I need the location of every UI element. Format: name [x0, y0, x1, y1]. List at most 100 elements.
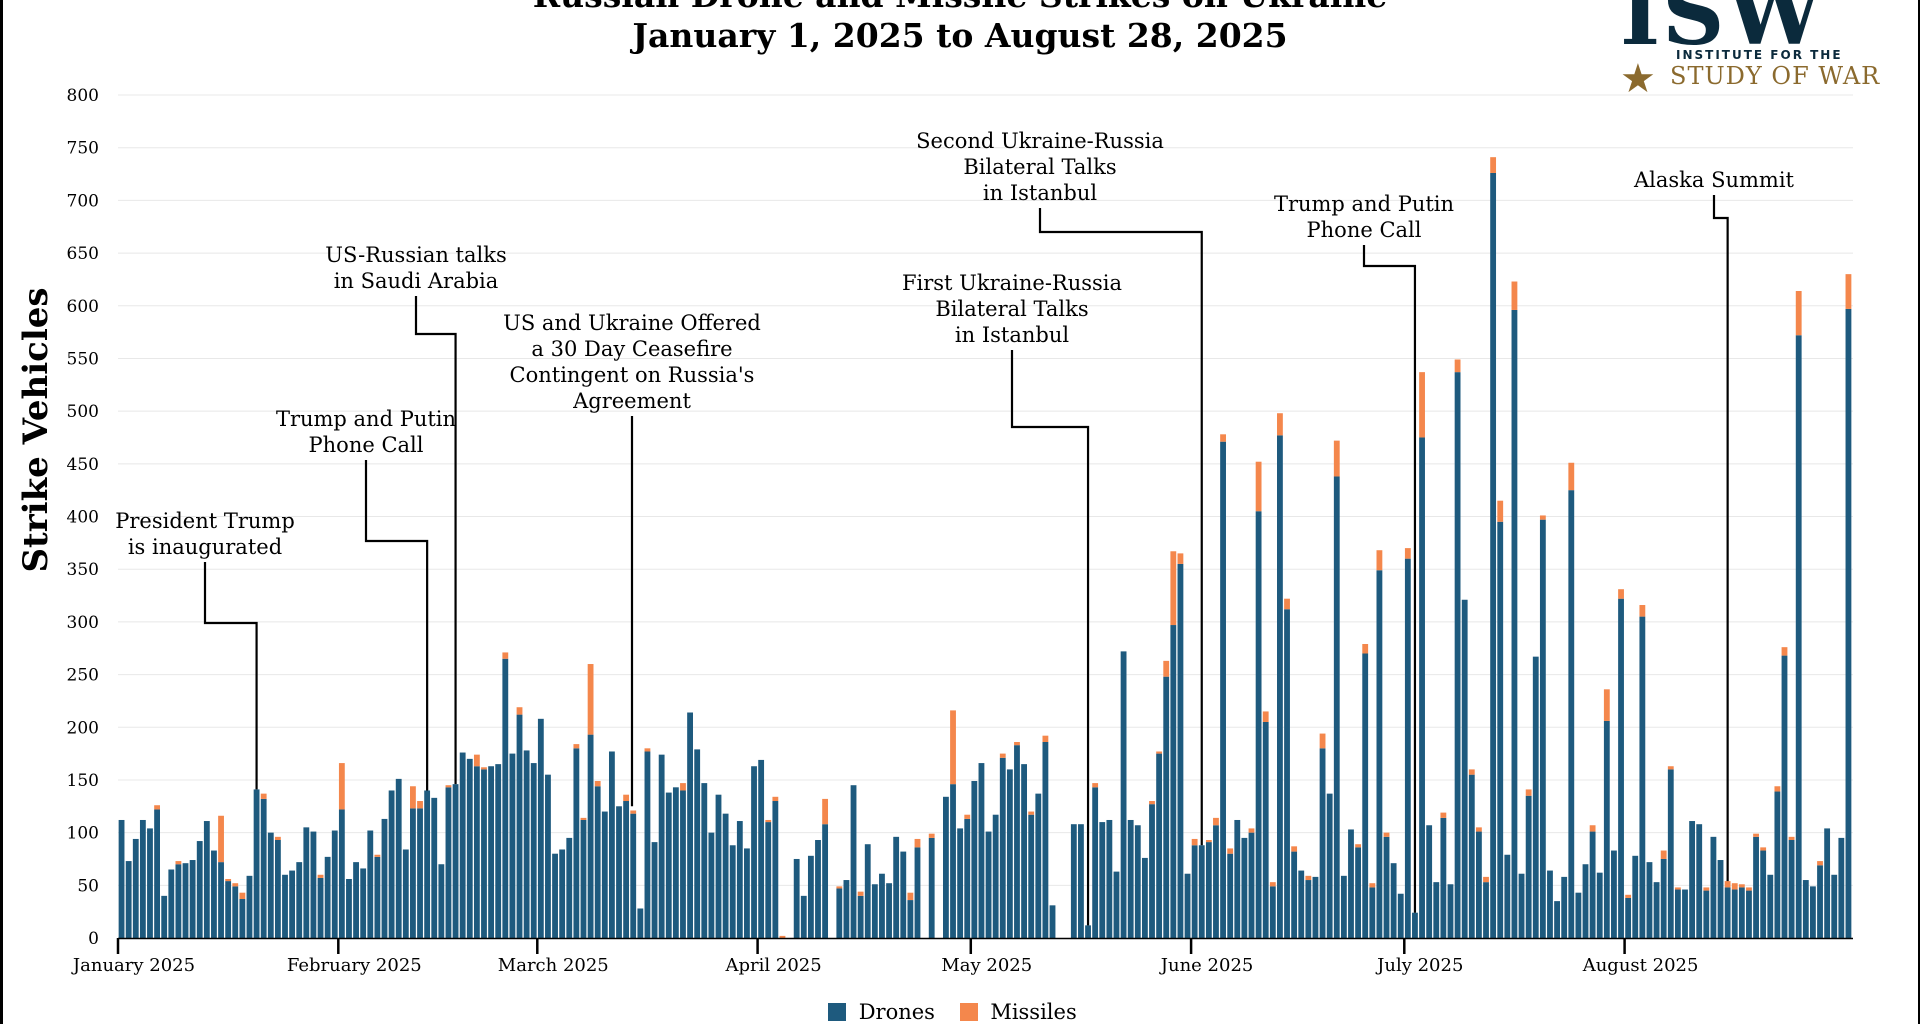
drone-bar [445, 787, 452, 938]
drone-bar [694, 749, 701, 938]
drone-bar [1561, 876, 1568, 938]
drone-bar [1120, 651, 1127, 938]
legend-item-drones: Drones [828, 1000, 935, 1024]
drone-bar [225, 881, 232, 938]
drone-bar [715, 794, 722, 938]
missile-bar [232, 883, 239, 887]
missile-bar [410, 786, 416, 809]
missile-bar [1404, 548, 1411, 559]
drone-bar [1092, 787, 1099, 938]
y-tick-label: 750 [67, 139, 99, 159]
drones-swatch [828, 1003, 846, 1021]
missile-bar [1589, 825, 1596, 832]
missile-bar [218, 815, 224, 863]
missile-bar [516, 707, 523, 715]
drone-bar [992, 814, 999, 938]
drone-bar [161, 895, 168, 938]
drone-bar [1170, 625, 1177, 938]
drone-bar [1738, 887, 1745, 938]
missile-bar [1774, 786, 1781, 792]
y-tick-label: 250 [67, 666, 99, 686]
annotation-text: President Trump [115, 509, 295, 533]
drone-bar [395, 778, 402, 938]
drone-bar [1198, 845, 1205, 938]
missile-bar [1220, 434, 1226, 442]
annotation-text: Trump and Putin [1274, 192, 1454, 216]
drone-bar [1419, 437, 1425, 938]
y-tick-label: 100 [67, 824, 99, 844]
missile-bar [1724, 881, 1731, 888]
drone-bar [1639, 616, 1646, 938]
drone-bar [1831, 874, 1838, 938]
isw-logo: ISW INSTITUTE FOR THE ★ STUDY OF WAR [1600, 0, 1920, 102]
drone-bar [1753, 836, 1759, 938]
annotation-text: US-Russian talks [325, 243, 506, 267]
drone-bar [815, 840, 821, 938]
drone-bar [1497, 521, 1504, 938]
missile-bar [822, 798, 829, 825]
drone-bar [1277, 435, 1283, 938]
legend-missiles-label: Missiles [990, 1000, 1077, 1024]
drone-bar [473, 766, 480, 938]
drone-bar [353, 862, 359, 938]
y-tick-label: 300 [67, 613, 99, 633]
drone-bar [1085, 925, 1091, 938]
drone-bar [850, 785, 857, 938]
drone-bar [1490, 172, 1497, 939]
missile-bar [481, 767, 487, 770]
missile-bar [1454, 359, 1461, 373]
drone-bar [985, 831, 992, 938]
drone-bar [1575, 892, 1582, 938]
drone-bar [488, 766, 495, 938]
missile-bar [1625, 894, 1632, 898]
drone-bar [608, 751, 615, 938]
x-tick-label: January 2025 [71, 955, 195, 976]
drone-bar [950, 784, 956, 938]
drone-bar [530, 763, 537, 938]
drone-bar [1070, 824, 1077, 938]
y-tick-label: 350 [67, 560, 99, 580]
missile-bar [1490, 157, 1497, 173]
drone-bar [402, 849, 409, 938]
drone-bar [836, 888, 843, 938]
drone-bar [800, 895, 807, 938]
y-tick-label: 500 [67, 402, 99, 422]
drone-bar [1660, 858, 1667, 938]
annotation-leader [1362, 245, 1417, 913]
annotation: Alaska Summit [1633, 168, 1795, 882]
drone-bar [594, 786, 601, 938]
drone-bar [481, 769, 487, 938]
drone-bar [1134, 825, 1141, 938]
missile-bar [1156, 751, 1163, 754]
drone-bar [1355, 847, 1362, 938]
missile-bar [1475, 827, 1482, 832]
drone-bar [1504, 854, 1511, 938]
missile-bar [1674, 887, 1681, 890]
missile-bar [644, 748, 651, 752]
drone-bar [1817, 865, 1823, 938]
gridlines [118, 94, 1853, 886]
drone-bar [580, 819, 587, 938]
missile-bar [1305, 875, 1312, 881]
drone-bar [1625, 897, 1632, 938]
drone-bar [1149, 804, 1155, 938]
missile-bar [1163, 660, 1170, 677]
drone-bar [147, 828, 153, 938]
drone-bar [1156, 753, 1163, 938]
missile-bar [907, 892, 914, 901]
drone-bar [708, 832, 715, 938]
y-tick-label: 600 [67, 297, 99, 317]
drone-bar [410, 808, 416, 938]
drone-bar [736, 821, 743, 938]
y-tick-label: 200 [67, 718, 99, 738]
missile-bar [473, 754, 480, 767]
annotation-text: Contingent on Russia's [510, 363, 755, 387]
drone-bar [1099, 822, 1106, 938]
drone-bar [1348, 829, 1354, 938]
drone-bar [1433, 882, 1440, 938]
annotation-text: Bilateral Talks [935, 297, 1088, 321]
